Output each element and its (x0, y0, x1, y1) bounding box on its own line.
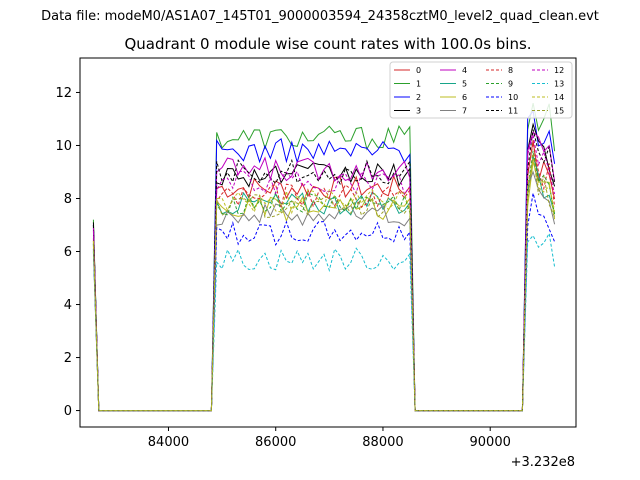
y-tick-label: 2 (64, 351, 72, 366)
legend-label-1: 1 (416, 80, 421, 89)
x-tick-label: 84000 (148, 435, 189, 450)
legend-label-3: 3 (416, 107, 421, 116)
legend-label-11: 11 (508, 107, 518, 116)
legend-label-9: 9 (508, 80, 513, 89)
y-tick-label: 4 (64, 298, 72, 313)
x-axis: 84000 86000 88000 90000 (148, 427, 511, 450)
legend-label-6: 6 (462, 93, 467, 102)
legend-label-8: 8 (508, 66, 513, 75)
series-line-14 (92, 158, 556, 412)
plot-area (80, 58, 576, 427)
legend-label-4: 4 (462, 66, 467, 75)
x-tick-label: 86000 (255, 435, 296, 450)
y-tick-label: 0 (64, 404, 72, 419)
y-tick-label: 12 (55, 86, 72, 101)
legend-label-14: 14 (554, 93, 564, 102)
legend-label-7: 7 (462, 107, 467, 116)
chart-title: Quadrant 0 module wise count rates with … (124, 35, 531, 53)
legend-label-0: 0 (416, 66, 421, 75)
series-layer (92, 102, 556, 412)
legend-box (389, 61, 573, 119)
y-tick-label: 10 (55, 139, 72, 154)
chart-suptitle: Data file: modeM0/AS1A07_145T01_90000035… (41, 9, 599, 24)
x-tick-label: 90000 (470, 435, 511, 450)
legend-label-10: 10 (508, 93, 518, 102)
y-tick-label: 6 (64, 245, 72, 260)
x-offset-label: +3.232e8 (511, 455, 575, 470)
y-axis: 0 2 4 6 8 10 12 (55, 86, 80, 419)
plot-frame (79, 57, 577, 428)
legend-label-5: 5 (462, 80, 467, 89)
legend-label-2: 2 (416, 93, 421, 102)
x-tick-label: 88000 (362, 435, 403, 450)
legend-label-12: 12 (554, 66, 564, 75)
legend-label-13: 13 (554, 80, 564, 89)
y-tick-label: 8 (64, 192, 72, 207)
series-line-15 (92, 153, 556, 412)
legend-label-15: 15 (554, 107, 564, 116)
